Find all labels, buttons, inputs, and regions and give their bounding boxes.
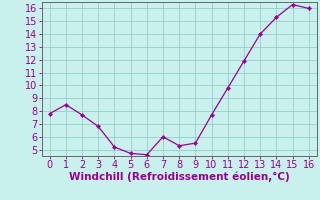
- X-axis label: Windchill (Refroidissement éolien,°C): Windchill (Refroidissement éolien,°C): [69, 172, 290, 182]
